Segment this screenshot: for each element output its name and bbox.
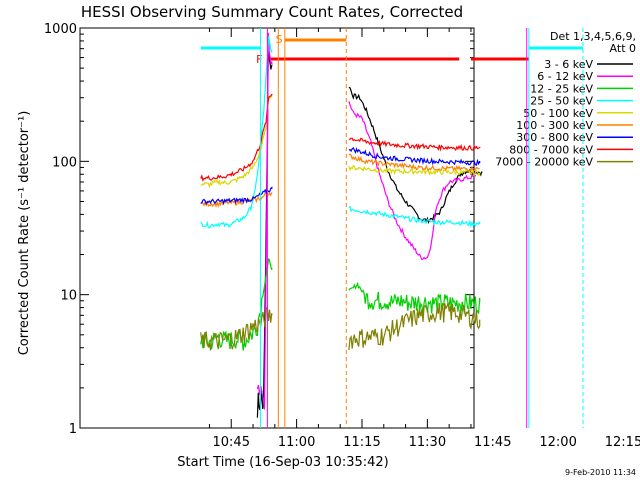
- chart-title: HESSI Observing Summary Count Rates, Cor…: [81, 3, 463, 21]
- x-tick-label: 11:00: [278, 435, 315, 450]
- series-100-300-kev: [348, 153, 480, 172]
- x-tick-label: 12:15: [605, 435, 640, 450]
- legend-label-12-25-kev: 12 - 25 keV: [530, 82, 593, 95]
- legend-label-50-100-kev: 50 - 100 keV: [523, 107, 593, 120]
- x-axis-label: Start Time (16-Sep-03 10:35:42): [177, 455, 388, 470]
- legend-label-6-12-kev: 6 - 12 keV: [537, 70, 593, 83]
- x-tick-label: 11:15: [343, 435, 380, 450]
- flare-flag-label: F: [256, 53, 262, 66]
- legend-title-line-2: Att 0: [610, 42, 636, 55]
- y-axis-label: Corrected Count Rate (s⁻¹ detector⁻¹): [17, 111, 32, 356]
- plot-frame: [79, 27, 475, 429]
- series-25-50-kev: [348, 205, 481, 229]
- x-tick-label: 10:45: [213, 435, 250, 450]
- legend-title-line-1: Det 1,3,4,5,6,9,: [550, 30, 636, 43]
- saa-flag-label: S: [276, 33, 283, 46]
- legend-label-100-300-kev: 100 - 300 keV: [516, 119, 593, 132]
- series-300-800-kev: [200, 186, 273, 206]
- series-3-6-kev: [348, 86, 483, 225]
- series-3-6-kev: [256, 36, 273, 418]
- footer-timestamp: 9-Feb-2010 11:34: [565, 468, 636, 477]
- x-tick-label: 11:45: [474, 435, 511, 450]
- series-300-800-kev: [348, 146, 481, 166]
- legend-label-7000-20000-kev: 7000 - 20000 keV: [495, 156, 593, 169]
- legend-label-3-6-kev: 3 - 6 keV: [544, 58, 593, 71]
- legend-label-800-7000-kev: 800 - 7000 keV: [509, 143, 593, 156]
- x-tick-label: 12:00: [539, 435, 576, 450]
- plot-area: 1 10 100 1000 10:45 11:00 11:15 11:30 11:45 12:00…: [44, 22, 640, 450]
- y-tick-label: 1: [69, 422, 77, 437]
- legend-label-300-800-kev: 300 - 800 keV: [516, 131, 593, 144]
- y-tick-label: 10: [60, 289, 77, 304]
- series-6-12-kev: [348, 101, 476, 261]
- series-50-100-kev: [348, 164, 481, 177]
- y-tick-label: 1000: [44, 22, 77, 37]
- series-7000-20000-kev: [348, 302, 481, 350]
- series-800-7000-kev: [348, 137, 481, 152]
- x-tick-label: 11:30: [409, 435, 446, 450]
- series-12-25-kev: [348, 281, 481, 314]
- legend-label-25-50-kev: 25 - 50 keV: [530, 95, 593, 108]
- y-tick-label: 100: [52, 155, 77, 170]
